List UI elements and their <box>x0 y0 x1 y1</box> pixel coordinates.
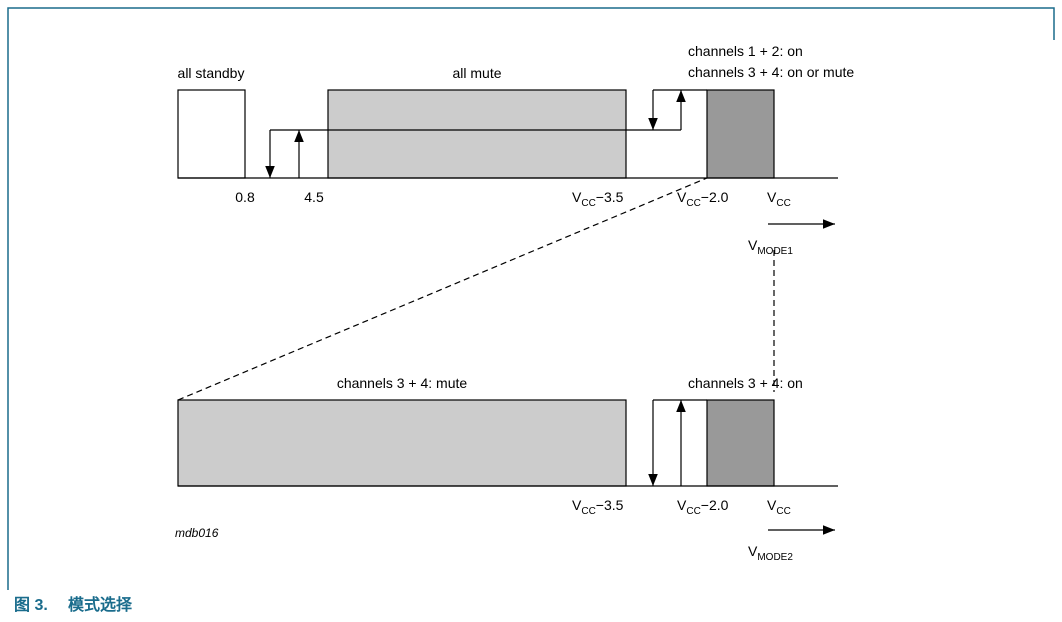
tick-label: VCC−3.5 <box>572 189 624 209</box>
tick-label: VCC <box>767 497 791 517</box>
tick-label: VCC−2.0 <box>677 497 729 517</box>
label: channels 1 + 2: on <box>688 43 803 59</box>
tick-label: VCC <box>767 189 791 209</box>
tick-label: VCC−3.5 <box>572 497 624 517</box>
label: channels 3 + 4: on <box>688 375 803 391</box>
bottom-diagram <box>177 399 838 535</box>
figure-code: mdb016 <box>175 526 219 540</box>
axis-label: VMODE1 <box>748 237 793 257</box>
label: all standby <box>178 65 245 81</box>
frame <box>7 7 1055 590</box>
tick-label: VCC−2.0 <box>677 189 729 209</box>
tick-label: 4.5 <box>304 189 324 205</box>
axis-label: VMODE2 <box>748 543 793 563</box>
label: all mute <box>452 65 501 81</box>
caption-number: 图 3. <box>14 596 48 614</box>
caption-title: 模式选择 <box>68 595 133 614</box>
tick-label: 0.8 <box>235 189 255 205</box>
top-diagram <box>177 89 838 401</box>
label: channels 3 + 4: on or mute <box>688 64 854 80</box>
label: channels 3 + 4: mute <box>337 375 468 391</box>
